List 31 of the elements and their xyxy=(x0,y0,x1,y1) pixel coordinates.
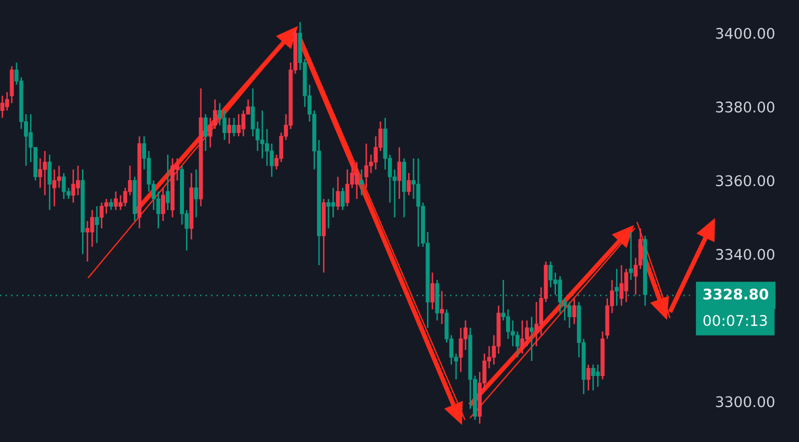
candlestick xyxy=(194,168,198,218)
candlestick xyxy=(440,290,444,325)
candlestick xyxy=(204,113,208,152)
candlestick xyxy=(227,117,232,144)
candlestick xyxy=(586,364,590,392)
candlestick xyxy=(430,272,434,310)
candlestick xyxy=(109,198,114,211)
y-tick-label: 3300.00 xyxy=(716,396,774,408)
candlestick xyxy=(232,117,236,137)
candlestick xyxy=(222,110,226,141)
candlestick xyxy=(336,176,340,211)
candlestick xyxy=(530,316,534,362)
candlestick xyxy=(567,301,572,329)
y-tick-label: 3340.00 xyxy=(716,248,774,260)
candlestick xyxy=(94,206,99,244)
candlestick xyxy=(340,187,345,211)
candlestick xyxy=(360,168,364,196)
candlestick xyxy=(397,146,402,200)
candlestick xyxy=(161,187,166,222)
candlestick xyxy=(515,330,520,358)
ref-line-label: 3328.80 xyxy=(703,288,768,300)
y-tick-label: 3400.00 xyxy=(716,28,774,39)
candlestick xyxy=(572,298,576,325)
text: 00:07:13 xyxy=(703,314,767,326)
y-tick-label: 3360.00 xyxy=(716,175,774,186)
candlestick xyxy=(166,154,170,211)
candlestick xyxy=(406,172,411,196)
y-tick-label: 3380.00 xyxy=(716,102,774,113)
candlestick xyxy=(76,165,80,196)
candlestick xyxy=(48,154,52,211)
candlestick xyxy=(628,231,633,281)
